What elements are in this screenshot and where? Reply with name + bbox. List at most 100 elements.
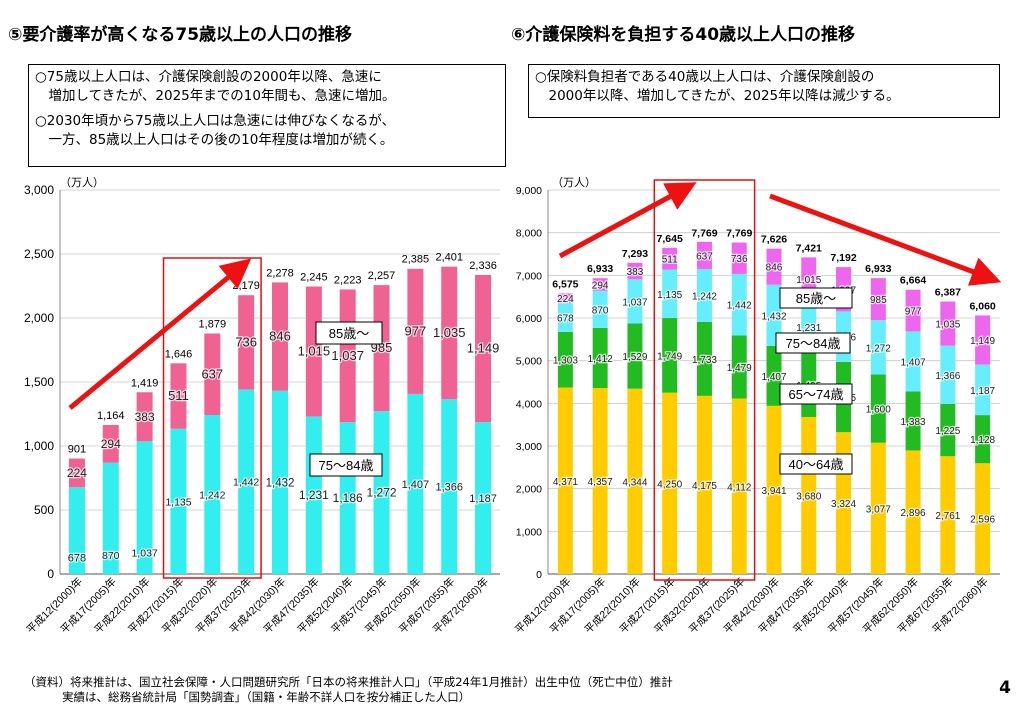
right-bar-segment [905,289,921,332]
left-segment-label: 870 [102,550,120,562]
left-bar-segment [68,458,85,488]
right-segment-label: 1,749 [657,351,682,362]
right-segment-label: 1,442 [727,301,752,312]
right-total-label: 7,293 [622,248,648,260]
right-legend-75-84: 75～84歳 [786,336,841,351]
source-footnote-line-2: 実績は、総務省統計局「国勢調査」（国籍・年齢不詳人口を按分補正した人口） [62,690,471,704]
left-bar-segment [238,295,255,390]
left-bar-segment [136,441,153,574]
left-bar-segment [272,282,288,391]
right-segment-label: 637 [696,251,713,262]
left-legend-85-plus: 85歳～ [329,326,369,341]
right-total-label: 7,769 [726,228,752,240]
left-total-label: 1,419 [131,377,159,389]
right-segment-label: 1,128 [970,435,995,446]
left-segment-label: 1,149 [467,341,500,356]
left-bar-segment [373,285,390,412]
right-bar-segment [975,315,991,365]
right-y-tick-label: 6,000 [516,313,542,325]
left-segment-label: 1,442 [233,477,259,489]
right-notes-box: ○保険料負担者である40歳以上人口は、介護保険創設の 2000年以降、増加してき… [528,64,1000,118]
left-bar-segment [407,393,424,574]
left-total-label: 2,278 [266,267,294,279]
left-notes-box: ○75歳以上人口は、介護保険創設の2000年以降、急速に 増加してきたが、202… [28,64,506,167]
right-total-label: 6,575 [552,278,578,290]
left-note-2-line-2: 一方、85歳以上人口はその後の10年程度は増加が続く。 [35,132,394,148]
left-y-tick-label: 3,000 [24,183,54,197]
left-segment-label: 1,366 [435,482,463,494]
left-segment-label: 1,186 [333,491,363,505]
right-segment-label: 985 [870,295,887,306]
right-bar-segment [870,278,886,321]
left-total-label: 1,879 [199,318,227,330]
left-highlight-box [162,257,262,579]
right-trend-arrow-up [558,182,697,259]
source-footnote-line-1: （資料）将来推計は、国立社会保障・人口問題研究所「日本の将来推計人口」（平成24… [24,675,673,689]
right-segment-label: 1,412 [588,354,613,365]
right-segment-label: 3,941 [761,486,786,497]
right-segment-label: 1,303 [553,356,578,367]
left-y-tick-label: 500 [34,503,54,517]
left-legend-85-plus-box [315,321,383,345]
right-bar-segment [975,364,991,416]
right-segment-label: 3,680 [796,491,821,502]
left-segment-label: 1,272 [367,486,397,500]
right-bar-segment [905,391,921,451]
right-bar-segment [731,398,747,574]
left-total-label: 2,401 [435,252,463,264]
right-segment-label: 1,407 [761,372,786,383]
right-total-label: 7,421 [796,242,822,254]
left-bar-segment [441,399,458,574]
left-bar-segment [373,411,390,574]
right-y-tick-label: 4,000 [516,398,542,410]
right-segment-label: 1,135 [657,290,682,301]
chart-overlays: 85歳～ 75～84歳 85歳～ 75～84歳 65～74歳 40～64歳 [68,182,1002,477]
right-segment-label: 2,596 [970,515,995,526]
right-bar-segment [870,442,886,574]
right-segment-label: 3,324 [831,499,856,510]
left-segment-label: 637 [201,366,223,381]
left-total-label: 1,164 [97,410,125,422]
left-segment-label: 846 [269,329,291,344]
left-segment-label: 1,135 [165,496,191,508]
left-note-2-line-1: ○2030年頃から75歳以上人口は急速には伸びなくなるが、 [35,113,396,129]
left-total-label: 901 [68,444,86,456]
left-bar-segment [204,333,221,416]
right-y-tick-label: 1,000 [516,526,542,538]
right-bar-segment [696,321,712,396]
left-segment-label: 511 [168,388,189,403]
right-bar-segment [731,273,747,336]
left-unit-label: （万人） [60,176,104,189]
left-segment-label: 383 [135,410,155,424]
right-legend-85-plus-box [779,287,853,309]
right-segment-label: 4,344 [622,477,647,488]
right-bar-segment [592,278,608,291]
right-total-label: 6,060 [969,300,995,312]
right-segment-label: 383 [627,267,644,278]
left-segment-label: 1,432 [266,477,295,489]
right-total-label: 7,192 [830,252,856,264]
left-segment-label: 1,035 [433,325,466,340]
right-bar-segment [627,279,643,324]
left-bar-segment [68,487,85,574]
left-bar-segment [102,425,119,463]
right-bar-segment [870,374,886,443]
left-total-label: 2,385 [402,254,430,266]
left-bar-segment [305,286,322,417]
left-total-label: 2,245 [300,272,328,284]
left-y-tick-label: 0 [47,567,54,581]
left-legend-75-84: 75～84歳 [319,458,374,473]
left-segment-label: 1,187 [469,493,497,505]
left-y-tick-label: 1,500 [24,375,54,389]
right-total-label: 6,933 [587,263,613,275]
right-segment-label: 1,600 [866,405,891,416]
right-total-label: 6,933 [865,263,891,275]
right-segment-label: 4,112 [727,482,752,493]
left-bar-segment [272,390,288,574]
right-highlight-box [653,179,756,581]
left-chart: 0 500 1,000 1,500 2,000 2,500 3,000 （万人） 678 224 9… [24,176,501,636]
right-segment-label: 870 [592,305,609,316]
right-total-label: 7,626 [761,234,787,246]
right-segment-label: 1,035 [935,320,960,331]
left-bar-segment [204,415,221,574]
